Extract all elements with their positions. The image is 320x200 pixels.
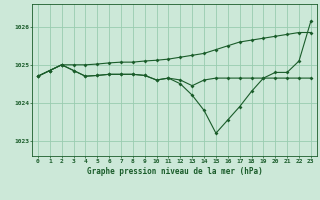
X-axis label: Graphe pression niveau de la mer (hPa): Graphe pression niveau de la mer (hPa) <box>86 167 262 176</box>
